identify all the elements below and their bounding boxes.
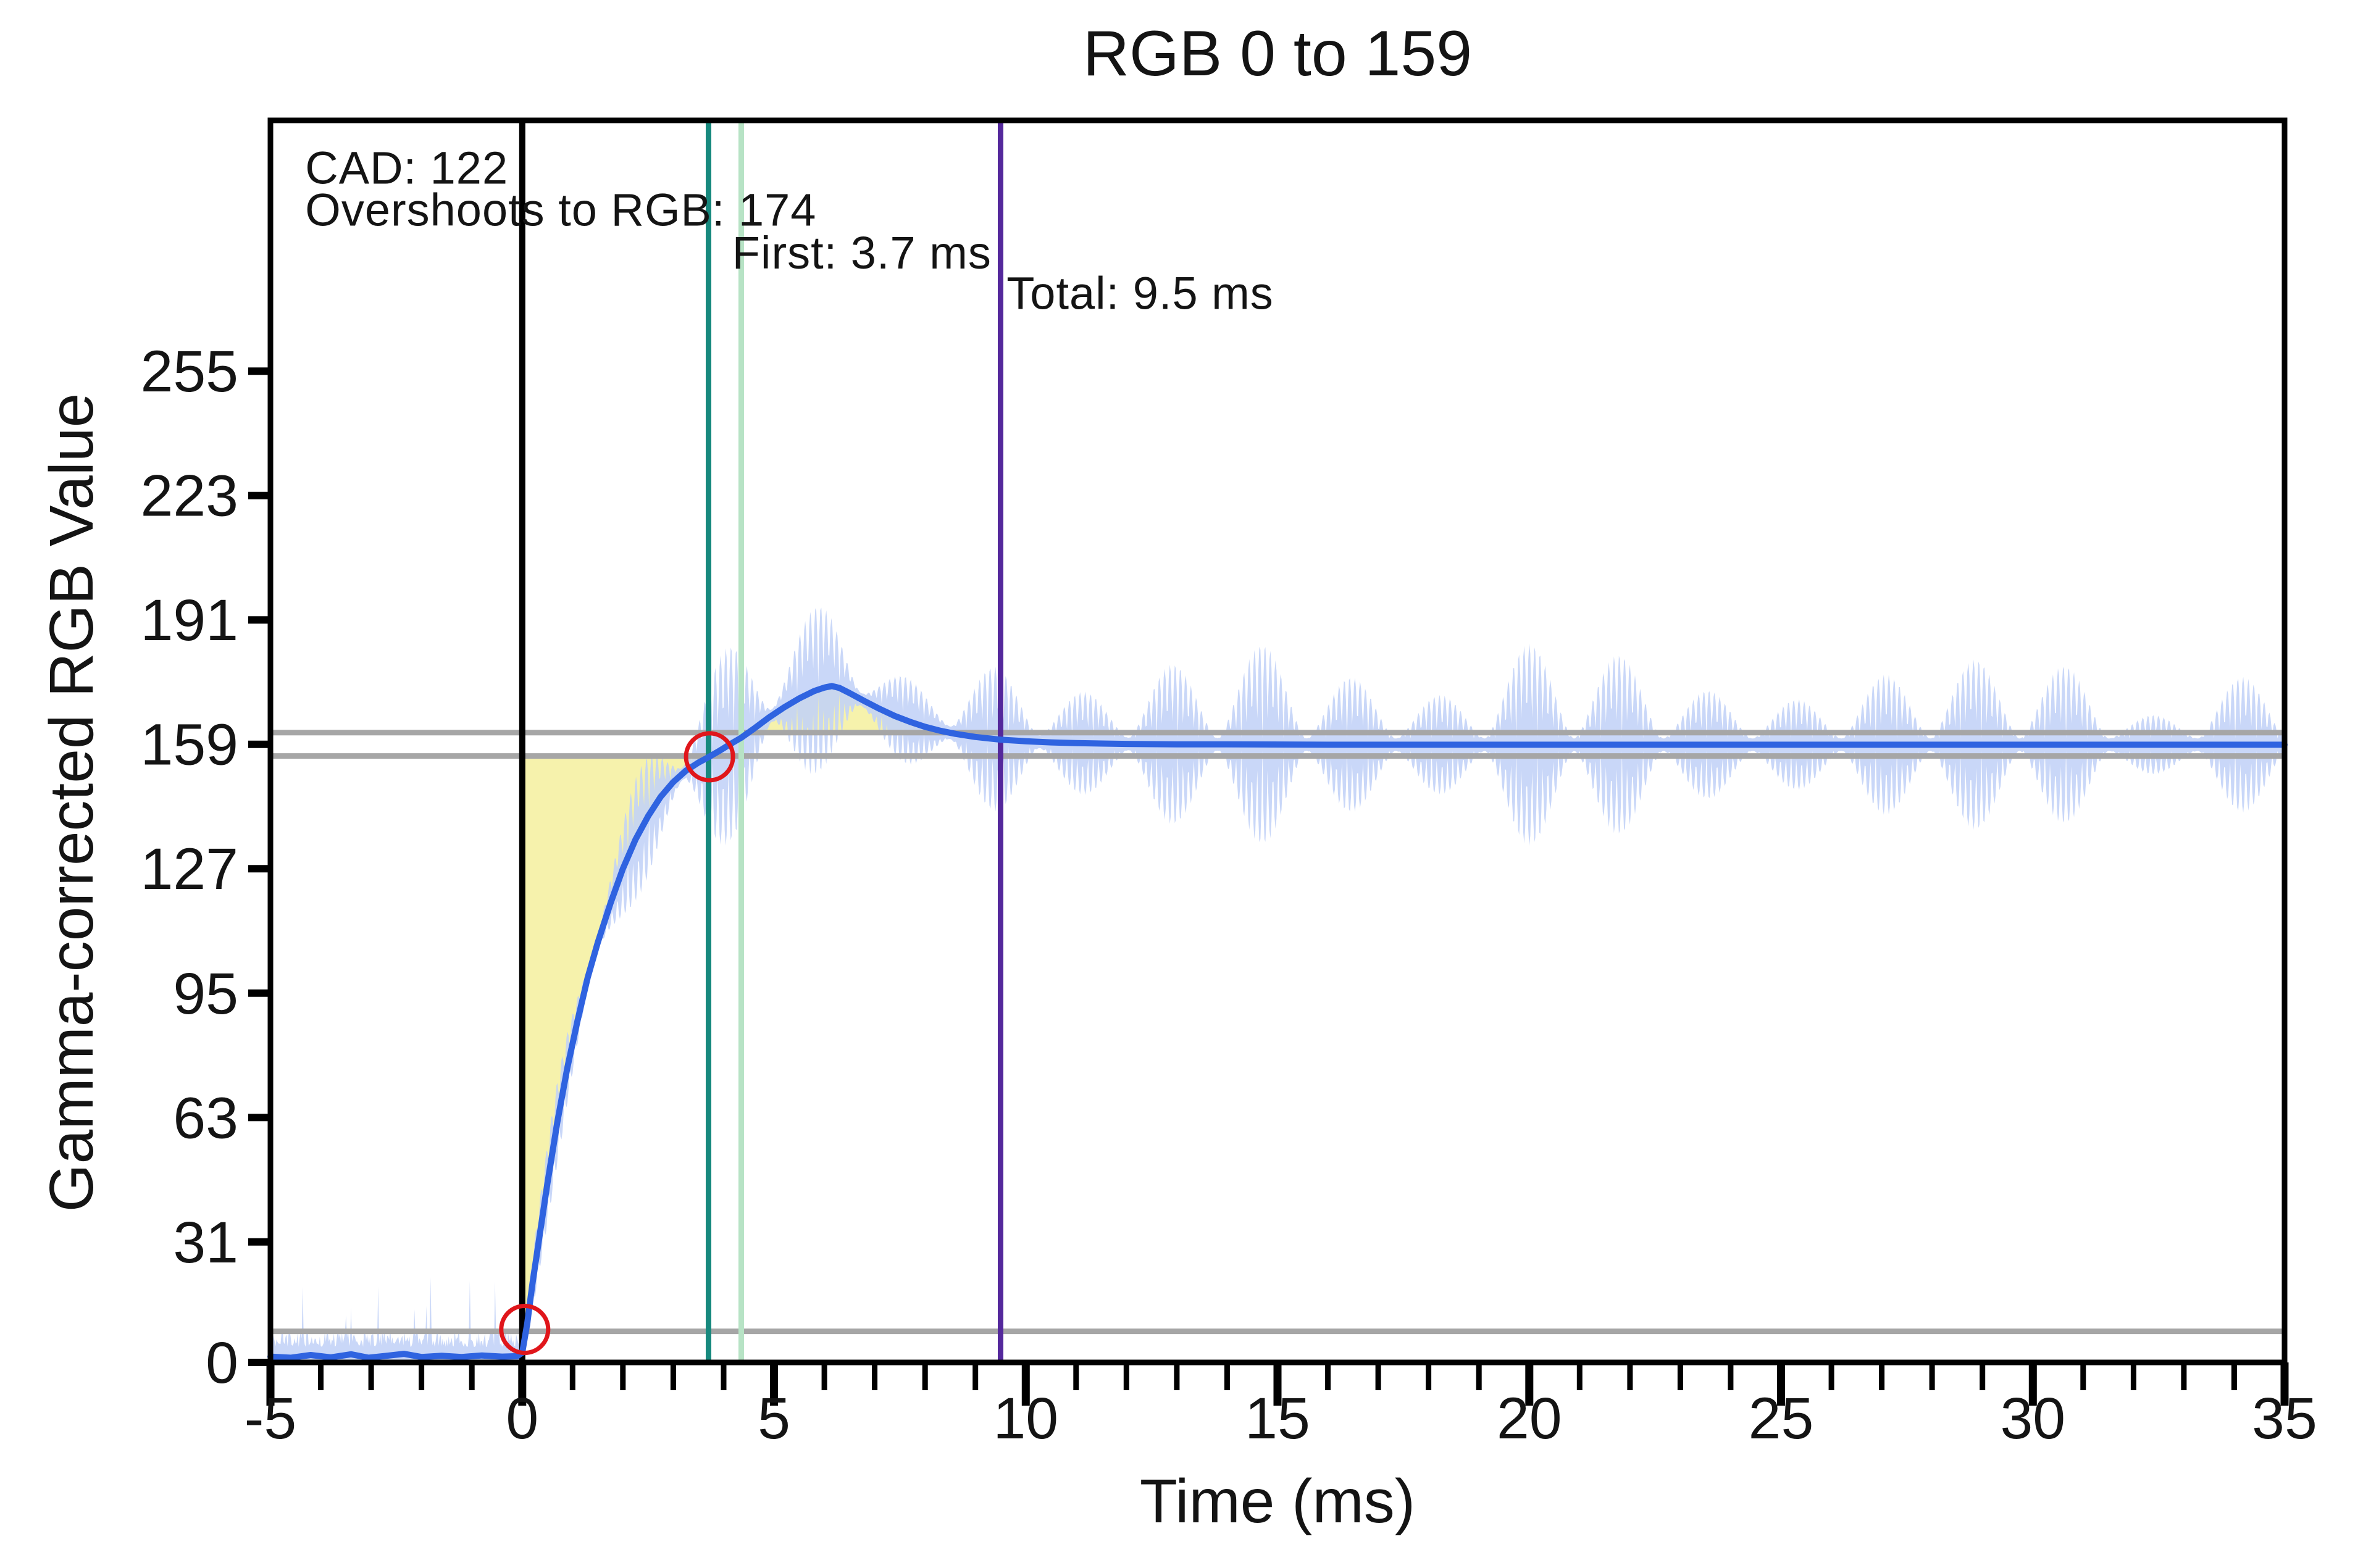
annotation-first-response: First: 3.7 ms xyxy=(732,227,992,278)
x-tick-label: 30 xyxy=(2000,1386,2065,1451)
x-tick-label: 20 xyxy=(1497,1386,1562,1451)
y-tick-label: 127 xyxy=(140,836,238,902)
crossing-marker-1 xyxy=(684,731,735,783)
y-tick-label: 63 xyxy=(173,1085,238,1151)
y-tick-label: 95 xyxy=(173,961,238,1027)
x-tick-label: 35 xyxy=(2252,1386,2317,1451)
x-tick-label: -5 xyxy=(245,1386,296,1451)
y-tick-label: 191 xyxy=(140,588,238,653)
x-tick-label: 15 xyxy=(1245,1386,1310,1451)
annotation-cad: CAD: 122 xyxy=(305,143,508,194)
y-axis-title: Gamma-corrected RGB Value xyxy=(37,393,106,1212)
crossing-marker-0 xyxy=(499,1304,551,1355)
threshold-lines-layer xyxy=(270,730,2285,1335)
x-tick-label: 25 xyxy=(1749,1386,1814,1451)
x-tick-label: 5 xyxy=(758,1386,790,1451)
y-tick-label: 31 xyxy=(173,1210,238,1275)
overshoot-area xyxy=(522,756,711,1341)
chart-title: RGB 0 to 159 xyxy=(1083,18,1472,90)
x-tick-label: 0 xyxy=(506,1386,538,1451)
annotation-total-response: Total: 9.5 ms xyxy=(1006,267,1274,319)
event-lines-layer xyxy=(519,120,1003,1362)
y-tick-label: 159 xyxy=(140,712,238,778)
crossing-markers-layer xyxy=(499,731,735,1355)
response-curve-layer xyxy=(267,683,2288,1361)
smoothed-response xyxy=(267,683,2288,1361)
annotation-overshoot: Overshoots to RGB: 174 xyxy=(305,185,816,236)
x-axis-title: Time (ms) xyxy=(1140,1467,1415,1536)
y-tick-label: 223 xyxy=(140,464,238,529)
y-tick-label: 255 xyxy=(140,339,238,404)
y-tick-label: 0 xyxy=(206,1330,238,1396)
x-tick-label: 10 xyxy=(993,1386,1058,1451)
